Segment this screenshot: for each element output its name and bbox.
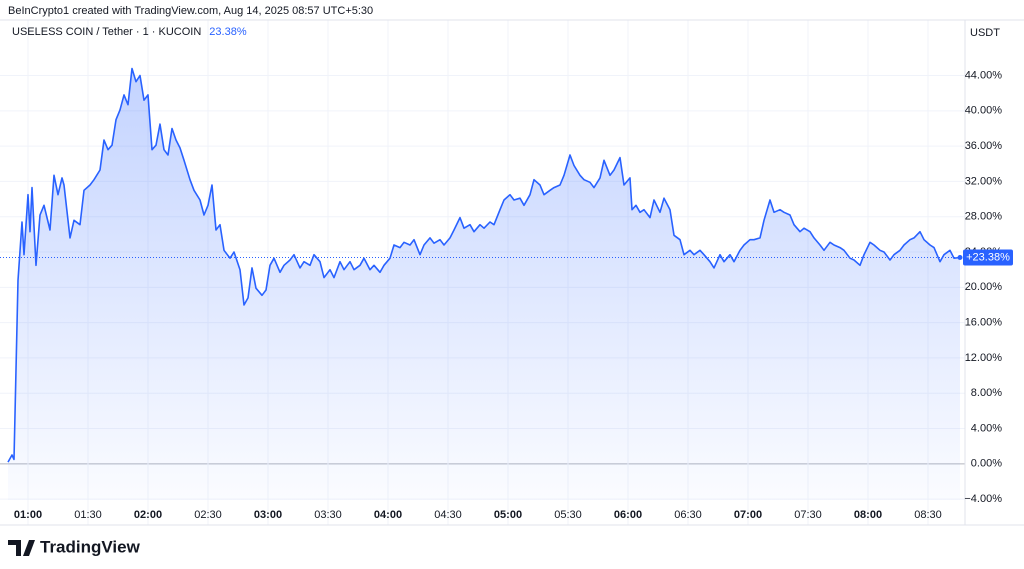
last-value-box: [963, 249, 1013, 266]
change: 23.38%: [209, 26, 247, 38]
y-tick-label: 44.00%: [965, 69, 1003, 81]
y-tick-label: 28.00%: [965, 211, 1003, 223]
x-tick-label: 08:00: [854, 509, 882, 521]
x-tick-label: 02:00: [134, 509, 162, 521]
y-tick-label: 0.00%: [971, 458, 1002, 470]
x-tick-label: 07:30: [794, 509, 822, 521]
x-tick-label: 03:30: [314, 509, 342, 521]
logo-icon: [8, 540, 35, 556]
last-point: [957, 254, 963, 260]
x-tick-label: 01:00: [14, 509, 42, 521]
y-tick-label: 36.00%: [965, 140, 1003, 152]
price-line: [7, 67, 961, 463]
logo: TradingView: [8, 537, 141, 556]
x-tick-label: 06:30: [674, 509, 702, 521]
x-tick-label: 05:30: [554, 509, 582, 521]
x-tick-label: 07:00: [734, 509, 762, 521]
y-tick-label: 8.00%: [971, 387, 1002, 399]
logo-text: TradingView: [40, 537, 141, 556]
x-tick-label: 05:00: [494, 509, 522, 521]
x-tick-label: 01:30: [74, 509, 102, 521]
x-tick-label: 02:30: [194, 509, 222, 521]
x-tick-label: 04:00: [374, 509, 402, 521]
area-fill: [8, 68, 960, 500]
currency: USDT: [970, 27, 1000, 39]
y-tick-label: 12.00%: [965, 352, 1003, 364]
x-tick-label: 08:30: [914, 509, 942, 521]
y-tick-label: 40.00%: [965, 105, 1003, 117]
y-tick-label: 32.00%: [965, 175, 1003, 187]
x-tick-label: 06:00: [614, 509, 642, 521]
last-value-label: +23.38%: [966, 251, 1010, 263]
y-tick-label: −4.00%: [964, 493, 1002, 505]
y-tick-label: 4.00%: [971, 422, 1002, 434]
credit: BeInCrypto1 created with TradingView.com…: [8, 5, 373, 17]
symbol: USELESS COIN / Tether · 1 · KUCOIN: [12, 26, 201, 38]
x-tick-label: 04:30: [434, 509, 462, 521]
x-tick-label: 03:00: [254, 509, 282, 521]
y-tick-label: 16.00%: [965, 317, 1003, 329]
y-tick-label: 20.00%: [965, 281, 1003, 293]
